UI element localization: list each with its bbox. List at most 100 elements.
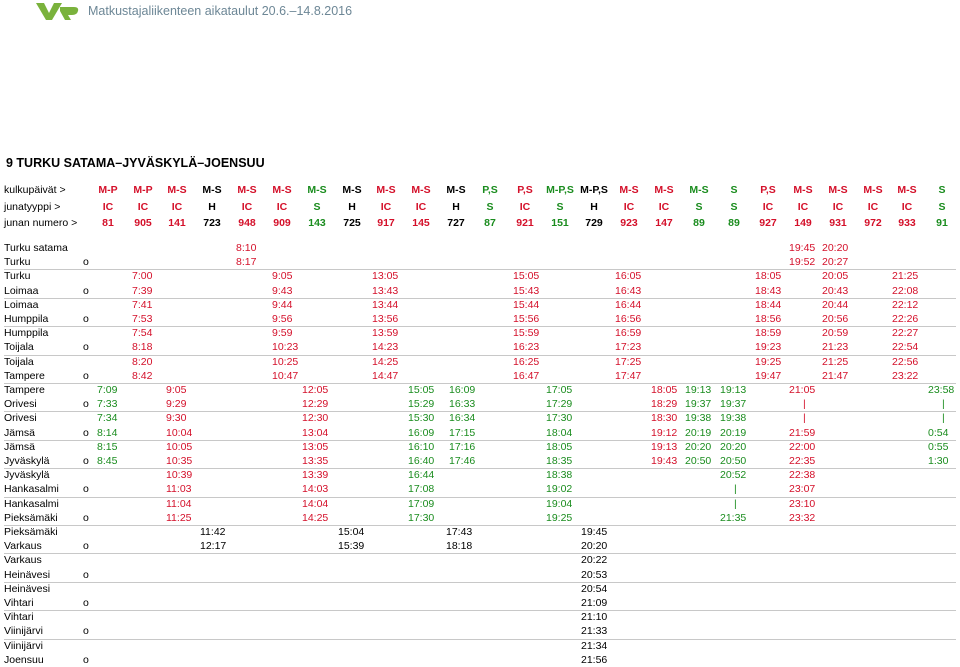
time-cell: 18:38 <box>546 469 573 482</box>
station-name: Jämsä <box>4 426 35 439</box>
time-cell: 13:39 <box>302 469 329 482</box>
time-cell: 19:43 <box>651 455 678 467</box>
station-name: Pieksämäki <box>4 511 58 524</box>
info-cell: IC <box>102 201 114 213</box>
time-cell: 9:56 <box>272 313 293 325</box>
time-cell: 13:05 <box>302 440 329 453</box>
time-cell: 18:29 <box>651 398 678 411</box>
info-cell: H <box>590 201 598 213</box>
time-cell: 8:42 <box>132 369 153 382</box>
time-cell: 18:05 <box>755 270 782 283</box>
time-cell: 20:53 <box>581 568 608 581</box>
time-cell: 12:30 <box>302 412 329 425</box>
station-name: Vihtari <box>4 597 34 609</box>
time-cell: 21:59 <box>789 426 816 439</box>
info-cell: IC <box>901 201 913 213</box>
time-cell: 13:43 <box>372 284 399 297</box>
time-cell: 17:08 <box>408 483 435 496</box>
time-cell: 19:13 <box>685 384 712 396</box>
stop-mark: o <box>83 256 89 269</box>
station-name: Pieksämäki <box>4 526 58 538</box>
info-cell: M-S <box>446 184 466 196</box>
time-cell: 14:47 <box>372 369 399 382</box>
time-cell: 19:13 <box>651 440 678 453</box>
info-cell: S <box>695 201 703 213</box>
time-cell: 15:59 <box>513 327 540 340</box>
station-name: Viinijärvi <box>4 639 43 652</box>
station-name: Toijala <box>4 355 34 368</box>
time-cell: 17:30 <box>408 511 435 524</box>
time-cell: 7:09 <box>97 384 118 396</box>
time-cell: 7:53 <box>132 313 153 325</box>
row-divider <box>4 411 956 413</box>
time-cell: 20:52 <box>720 469 747 482</box>
info-cell: 917 <box>377 217 395 229</box>
time-cell: 21:10 <box>581 611 608 624</box>
time-cell: 22:12 <box>892 298 919 311</box>
time-cell: 19:38 <box>685 412 712 425</box>
info-cell: 145 <box>412 217 430 229</box>
info-cell: M-S <box>793 184 813 196</box>
time-cell: 19:47 <box>755 369 782 382</box>
stop-mark: o <box>83 426 89 439</box>
time-cell: 19:45 <box>789 242 816 254</box>
time-cell: 20:20 <box>822 242 849 254</box>
time-cell: 16:44 <box>615 298 642 311</box>
info-cell: M-S <box>167 184 187 196</box>
info-cell: 923 <box>620 217 638 229</box>
info-cell: IC <box>415 201 427 213</box>
time-cell: 12:29 <box>302 398 329 411</box>
time-cell: 0:54 <box>928 426 949 439</box>
info-cell: S <box>730 184 738 196</box>
time-cell: 14:25 <box>372 355 399 368</box>
vr-logo <box>36 3 79 20</box>
station-name: Jämsä <box>4 440 35 453</box>
time-cell: 7:41 <box>132 298 153 311</box>
info-cell: IC <box>137 201 149 213</box>
info-cell: M-S <box>828 184 848 196</box>
info-cell: P,S <box>517 184 533 196</box>
time-cell: 22:26 <box>892 313 919 325</box>
row-divider <box>4 525 956 526</box>
time-cell: 15:05 <box>408 384 435 396</box>
stop-mark: o <box>83 313 89 325</box>
time-cell: 0:55 <box>928 440 949 453</box>
time-cell: 14:04 <box>302 497 329 510</box>
document-title: Matkustajaliikenteen aikataulut 20.6.–14… <box>88 4 353 18</box>
station-name: Loimaa <box>4 298 39 311</box>
time-cell: 10:47 <box>272 369 299 382</box>
time-cell: 1:30 <box>928 455 949 467</box>
time-cell: 9:05 <box>272 270 293 283</box>
info-cell: IC <box>797 201 809 213</box>
time-cell: 19:12 <box>651 426 678 439</box>
info-cell: IC <box>658 201 670 213</box>
time-cell: 16:47 <box>513 369 540 382</box>
time-cell: 15:43 <box>513 284 540 297</box>
row-divider <box>4 496 956 498</box>
time-cell: | <box>942 398 945 411</box>
row-divider <box>4 269 956 271</box>
time-cell: 7:33 <box>97 398 118 411</box>
time-cell: 23:10 <box>789 497 816 510</box>
info-cell: M-P,S <box>580 184 608 196</box>
time-cell: 17:23 <box>615 341 642 354</box>
station-name: Turku <box>4 256 31 269</box>
time-cell: 19:25 <box>755 355 782 368</box>
info-cell: M-P,S <box>546 184 574 196</box>
info-cell: 905 <box>134 217 152 229</box>
time-cell: 9:30 <box>166 412 187 425</box>
time-cell: 22:00 <box>789 440 816 453</box>
info-cell: S <box>938 201 946 213</box>
stop-mark: o <box>83 597 89 609</box>
row-divider <box>4 638 956 640</box>
info-cell: 933 <box>898 217 916 229</box>
time-cell: 17:15 <box>449 426 476 439</box>
time-cell: 16:33 <box>449 398 476 411</box>
station-name: Tampere <box>4 384 45 396</box>
time-cell: 7:39 <box>132 284 153 297</box>
info-cell: S <box>556 201 564 213</box>
row-divider <box>4 326 956 328</box>
time-cell: 16:09 <box>408 426 435 439</box>
time-cell: 20:19 <box>685 426 712 439</box>
